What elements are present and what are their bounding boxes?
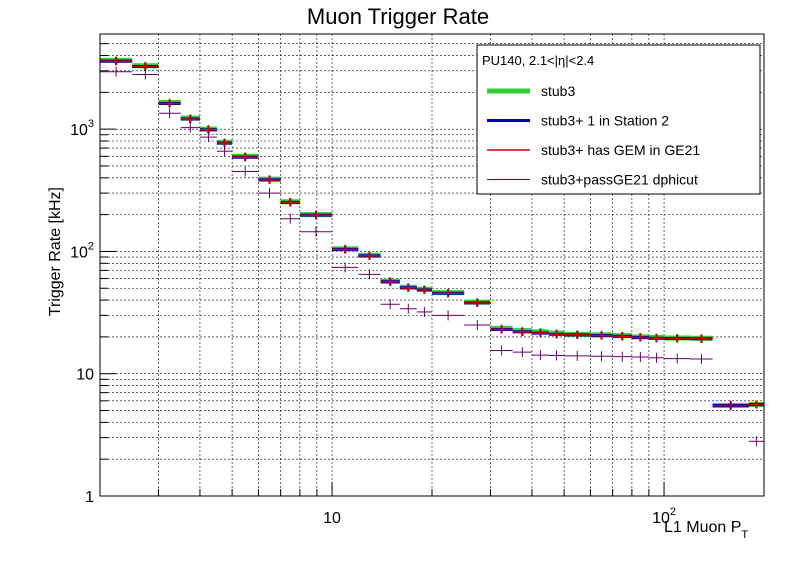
x-tick-label: 10 [323,510,341,527]
x-axis-label-main: L1 Muon P [664,519,741,536]
legend: PU140, 2.1<|η|<2.4 stub3 stub3+ 1 in Stat… [476,44,761,195]
y-tick-label: 102 [70,240,94,261]
grid-lines [100,34,765,496]
y-tick-label: 10 [76,367,94,384]
chart-title: Muon Trigger Rate [307,4,489,29]
x-axis-label: L1 Muon PT [664,519,748,541]
series-3 [100,66,764,447]
series-2 [100,57,764,410]
legend-label-3: stub3+passGE21 dphicut [541,172,698,188]
legend-label-1: stub3+ 1 in Station 2 [541,113,669,129]
y-axis-label: Trigger Rate [kHz] [47,187,64,316]
legend-label-2: stub3+ has GEM in GE21 [541,142,700,158]
y-tick-label: 103 [70,118,94,139]
axis-ticks [100,43,765,496]
legend-label-0: stub3 [541,83,575,99]
x-axis-label-subscript: T [741,529,748,541]
legend-header: PU140, 2.1<|η|<2.4 [482,53,594,68]
series-layer [100,56,764,447]
legend-items: stub3 stub3+ 1 in Station 2 stub3+ has GEM… [487,83,700,188]
y-tick-label: 1 [85,489,94,506]
